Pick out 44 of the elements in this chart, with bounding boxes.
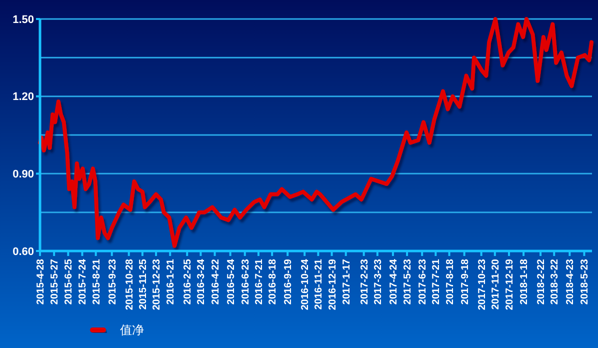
line-series <box>38 17 594 248</box>
x-tick-label: 2017-8-18 <box>444 258 456 305</box>
y-tick-label: 1.20 <box>12 91 34 104</box>
legend-label: 值净 <box>120 323 144 338</box>
x-tick-label: 2016-8-18 <box>268 258 279 305</box>
x-tick-label: 2015-12-23 <box>152 258 163 310</box>
x-tick-label: 2017-12-19 <box>504 258 516 310</box>
x-tick-label: 2016-1-21 <box>166 258 177 305</box>
x-tick-label: 2017-11-20 <box>490 258 502 310</box>
x-tick-label: 2017-10-23 <box>476 258 488 310</box>
x-tick-label: 2018-1-18 <box>519 258 530 305</box>
x-tick-label: 2016-7-21 <box>254 258 265 305</box>
x-tick-label: 2017-2-23 <box>359 258 370 305</box>
x-tick-label: 2015-4-28 <box>36 258 46 305</box>
x-tick-label: 2015-5-27 <box>50 258 61 305</box>
y-tick-label: 0.60 <box>12 246 34 258</box>
x-tick-label: 2017-6-23 <box>418 258 429 305</box>
x-tick-label: 2015-11-25 <box>138 258 149 310</box>
x-tick-label: 2017-4-24 <box>388 258 400 305</box>
x-tick-label: 2016-2-25 <box>182 258 194 305</box>
x-tick-label: 2015-9-23 <box>107 258 118 305</box>
x-tick-label: 2016-5-24 <box>226 258 237 305</box>
x-tick-label: 2016-10-24 <box>300 258 312 310</box>
x-tick-label: 2017-3-23 <box>372 258 384 305</box>
x-tick-label: 2018-2-22 <box>536 258 548 305</box>
x-tick-label: 2017-1-17 <box>341 258 352 305</box>
y-tick-label: 1.50 <box>12 14 34 26</box>
x-tick-label: 2015-8-21 <box>91 258 102 305</box>
x-tick-label: 2018-5-23 <box>580 258 591 305</box>
x-tick-label: 2017-5-23 <box>402 258 414 305</box>
x-tick-label: 2016-4-22 <box>210 258 222 305</box>
x-tick-label: 2016-9-19 <box>283 258 294 305</box>
x-tick-label: 2018-3-22 <box>550 258 561 305</box>
x-tick-label: 2015-10-28 <box>124 258 136 310</box>
x-tick-label: 2015-7-24 <box>78 258 89 305</box>
y-tick-label: 0.90 <box>12 168 34 181</box>
x-tick-label: 2017-9-18 <box>460 258 471 305</box>
x-tick-label: 2018-4-23 <box>565 258 576 305</box>
x-tick-label: 2016-11-21 <box>314 258 325 310</box>
x-tick-label: 2017-7-21 <box>431 258 442 305</box>
x-tick-label: 2016-6-23 <box>240 258 252 305</box>
x-tick-label: 2016-3-24 <box>196 258 208 305</box>
x-tick-label: 2015-6-25 <box>64 258 75 305</box>
x-tick-label: 2016-12-19 <box>327 258 338 310</box>
